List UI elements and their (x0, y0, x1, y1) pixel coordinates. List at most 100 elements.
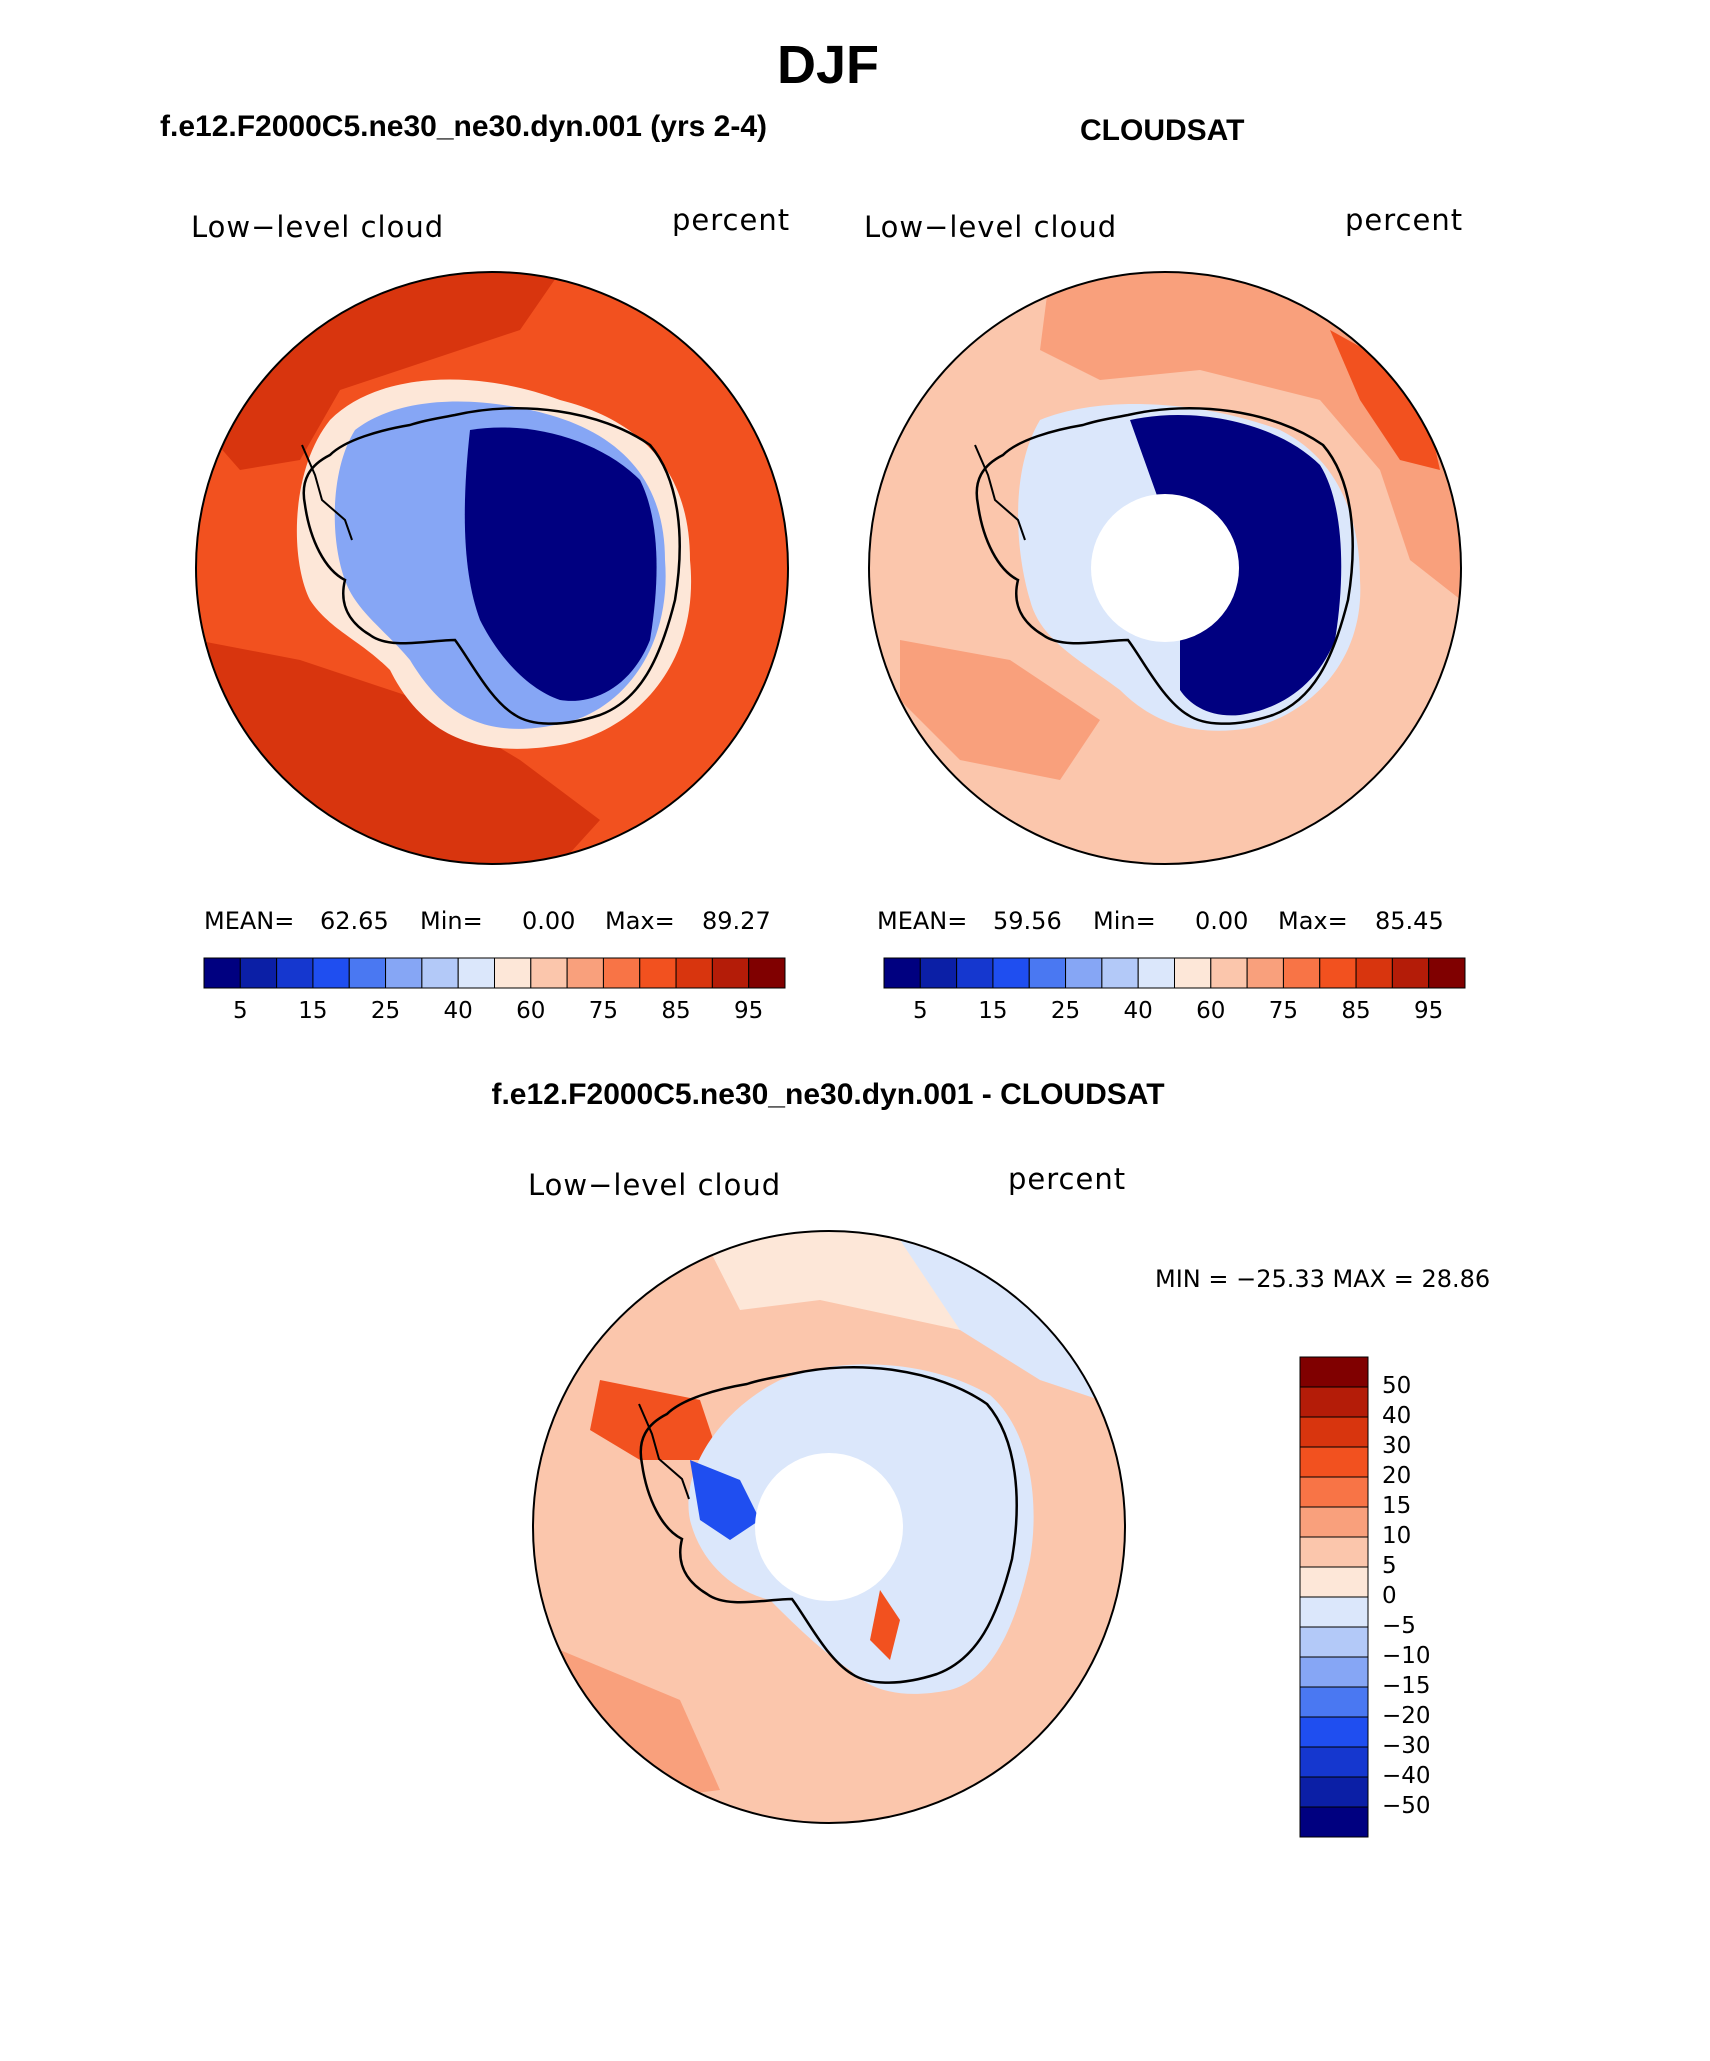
obs-colorbar-swatch (1174, 957, 1212, 989)
diff-colorbar-swatch (1299, 1536, 1369, 1568)
diff-positive-spot (870, 1590, 900, 1660)
diff-colorbar-tick-label: 10 (1382, 1523, 1412, 1549)
diff-panel-title: f.e12.F2000C5.ne30_ne30.dyn.001 - CLOUDS… (491, 1078, 1165, 1111)
diff-colorbar-swatch (1299, 1746, 1369, 1778)
model-polar-map (195, 271, 789, 865)
model-map-boundary (195, 271, 789, 865)
obs-mid-cloud-patch-south (900, 640, 1100, 780)
model-min-value: 0.00 (522, 907, 576, 935)
diff-colorbar-tick-label: −20 (1382, 1703, 1431, 1729)
obs-colorbar-tick-label: 15 (978, 998, 1008, 1024)
obs-colorbar-tick-label: 25 (1050, 998, 1081, 1024)
diff-antarctica-coastline (639, 1366, 1018, 1684)
diff-colorbar-swatch (1299, 1686, 1369, 1718)
diff-missing-data-hole (755, 1453, 903, 1601)
model-colorbar-swatch (566, 957, 604, 989)
diff-colorbar-tick-label: −30 (1382, 1733, 1431, 1759)
diff-polar-map (532, 1230, 1126, 1824)
obs-colorbar-tick-label: 85 (1341, 998, 1371, 1024)
model-colorbar-swatch (203, 957, 241, 989)
diff-colorbar-tick-label: 15 (1382, 1493, 1412, 1519)
diff-colorbar-tick-label: 5 (1382, 1553, 1397, 1579)
model-colorbar-swatch (530, 957, 568, 989)
model-units-label: percent (672, 203, 791, 237)
model-colorbar-tick-label: 15 (298, 998, 328, 1024)
diff-colorbar-swatch (1299, 1386, 1369, 1418)
obs-colorbar-swatch (1101, 957, 1139, 989)
obs-colorbar-swatch (1137, 957, 1175, 989)
model-colorbar-swatch (312, 957, 350, 989)
diff-colorbar-swatch (1299, 1626, 1369, 1658)
obs-colorbar-swatch (1028, 957, 1067, 989)
diff-peninsula-coastline (638, 1403, 690, 1500)
model-colorbar-swatch (457, 957, 495, 989)
model-colorbar-swatch (348, 957, 387, 989)
diff-colorbar-tick-label: −10 (1382, 1643, 1431, 1669)
diff-colorbar-swatch (1299, 1506, 1369, 1538)
obs-max-label: Max= (1278, 907, 1348, 935)
model-colorbar-tick-label: 25 (370, 998, 401, 1024)
model-min-label: Min= (420, 907, 483, 935)
diff-colorbar-swatch (1299, 1476, 1369, 1508)
obs-colorbar-tick-label: 95 (1414, 998, 1444, 1024)
diff-negative-patch (900, 1240, 1100, 1400)
model-colorbar-tick-label: 95 (734, 998, 764, 1024)
obs-min-label: Min= (1093, 907, 1156, 935)
diff-strong-negative-patch (690, 1460, 760, 1540)
diff-colorbar (1299, 1356, 1369, 1838)
obs-colorbar-swatch (992, 957, 1030, 989)
obs-peninsula-coastline (974, 444, 1026, 541)
model-max-value: 89.27 (702, 907, 771, 935)
obs-colorbar-swatch (1391, 957, 1430, 989)
model-panel-title: f.e12.F2000C5.ne30_ne30.dyn.001 (yrs 2-4… (160, 110, 768, 143)
diff-units-label: percent (1008, 1162, 1127, 1196)
diff-colorbar-tick-label: −40 (1382, 1763, 1431, 1789)
obs-colorbar-swatch (1319, 957, 1357, 989)
obs-variable-label: Low−level cloud (864, 210, 1118, 244)
obs-panel-title: CLOUDSAT (1080, 114, 1245, 147)
obs-colorbar-swatch (1282, 957, 1321, 989)
diff-colorbar-swatch (1299, 1416, 1369, 1448)
model-colorbar-swatch (748, 957, 786, 989)
model-colorbar-tick-label: 85 (661, 998, 691, 1024)
diff-colorbar-swatch (1299, 1776, 1369, 1808)
obs-max-value: 85.45 (1375, 907, 1444, 935)
model-colorbar-swatch (494, 957, 532, 989)
obs-colorbar-tick-label: 5 (912, 998, 928, 1024)
diff-colorbar-tick-label: −5 (1382, 1613, 1416, 1639)
obs-polar-map (868, 271, 1462, 865)
model-mean-label: MEAN= (204, 907, 295, 935)
model-colorbar-tick-label: 5 (232, 998, 248, 1024)
obs-colorbar-swatch (956, 957, 994, 989)
obs-mean-value: 59.56 (993, 907, 1062, 935)
model-colorbar-tick-label: 75 (588, 998, 619, 1024)
diff-colorbar-swatch (1299, 1566, 1369, 1598)
model-colorbar-swatch (639, 957, 677, 989)
model-antarctica-coastline (302, 407, 681, 725)
model-variable-label: Low−level cloud (191, 210, 445, 244)
obs-colorbar-swatch (1065, 957, 1103, 989)
diff-colorbar-tick-label: 0 (1382, 1583, 1397, 1609)
obs-colorbar-swatch (1246, 957, 1284, 989)
model-colorbar-tick-label: 40 (443, 998, 473, 1024)
diff-colorbar-tick-label: 20 (1382, 1463, 1412, 1489)
diff-colorbar-swatch (1299, 1656, 1369, 1688)
model-colorbar-swatch (276, 957, 314, 989)
main-title: DJF (776, 35, 879, 95)
obs-colorbar-swatch (883, 957, 921, 989)
diff-colorbar-swatch (1299, 1806, 1369, 1838)
obs-colorbar-swatch (1355, 957, 1393, 989)
obs-colorbar-swatch (919, 957, 958, 989)
obs-antarctica-coastline (975, 407, 1354, 725)
model-colorbar-swatch (602, 957, 641, 989)
obs-colorbar-swatch (1210, 957, 1248, 989)
obs-min-value: 0.00 (1195, 907, 1249, 935)
obs-units-label: percent (1345, 203, 1464, 237)
model-max-label: Max= (605, 907, 675, 935)
diff-colorbar-tick-label: −15 (1382, 1673, 1431, 1699)
diff-colorbar-swatch (1299, 1356, 1369, 1388)
model-colorbar-swatch (711, 957, 750, 989)
diff-minmax: MIN = −25.33 MAX = 28.86 (1155, 1265, 1491, 1293)
model-colorbar (203, 957, 786, 989)
